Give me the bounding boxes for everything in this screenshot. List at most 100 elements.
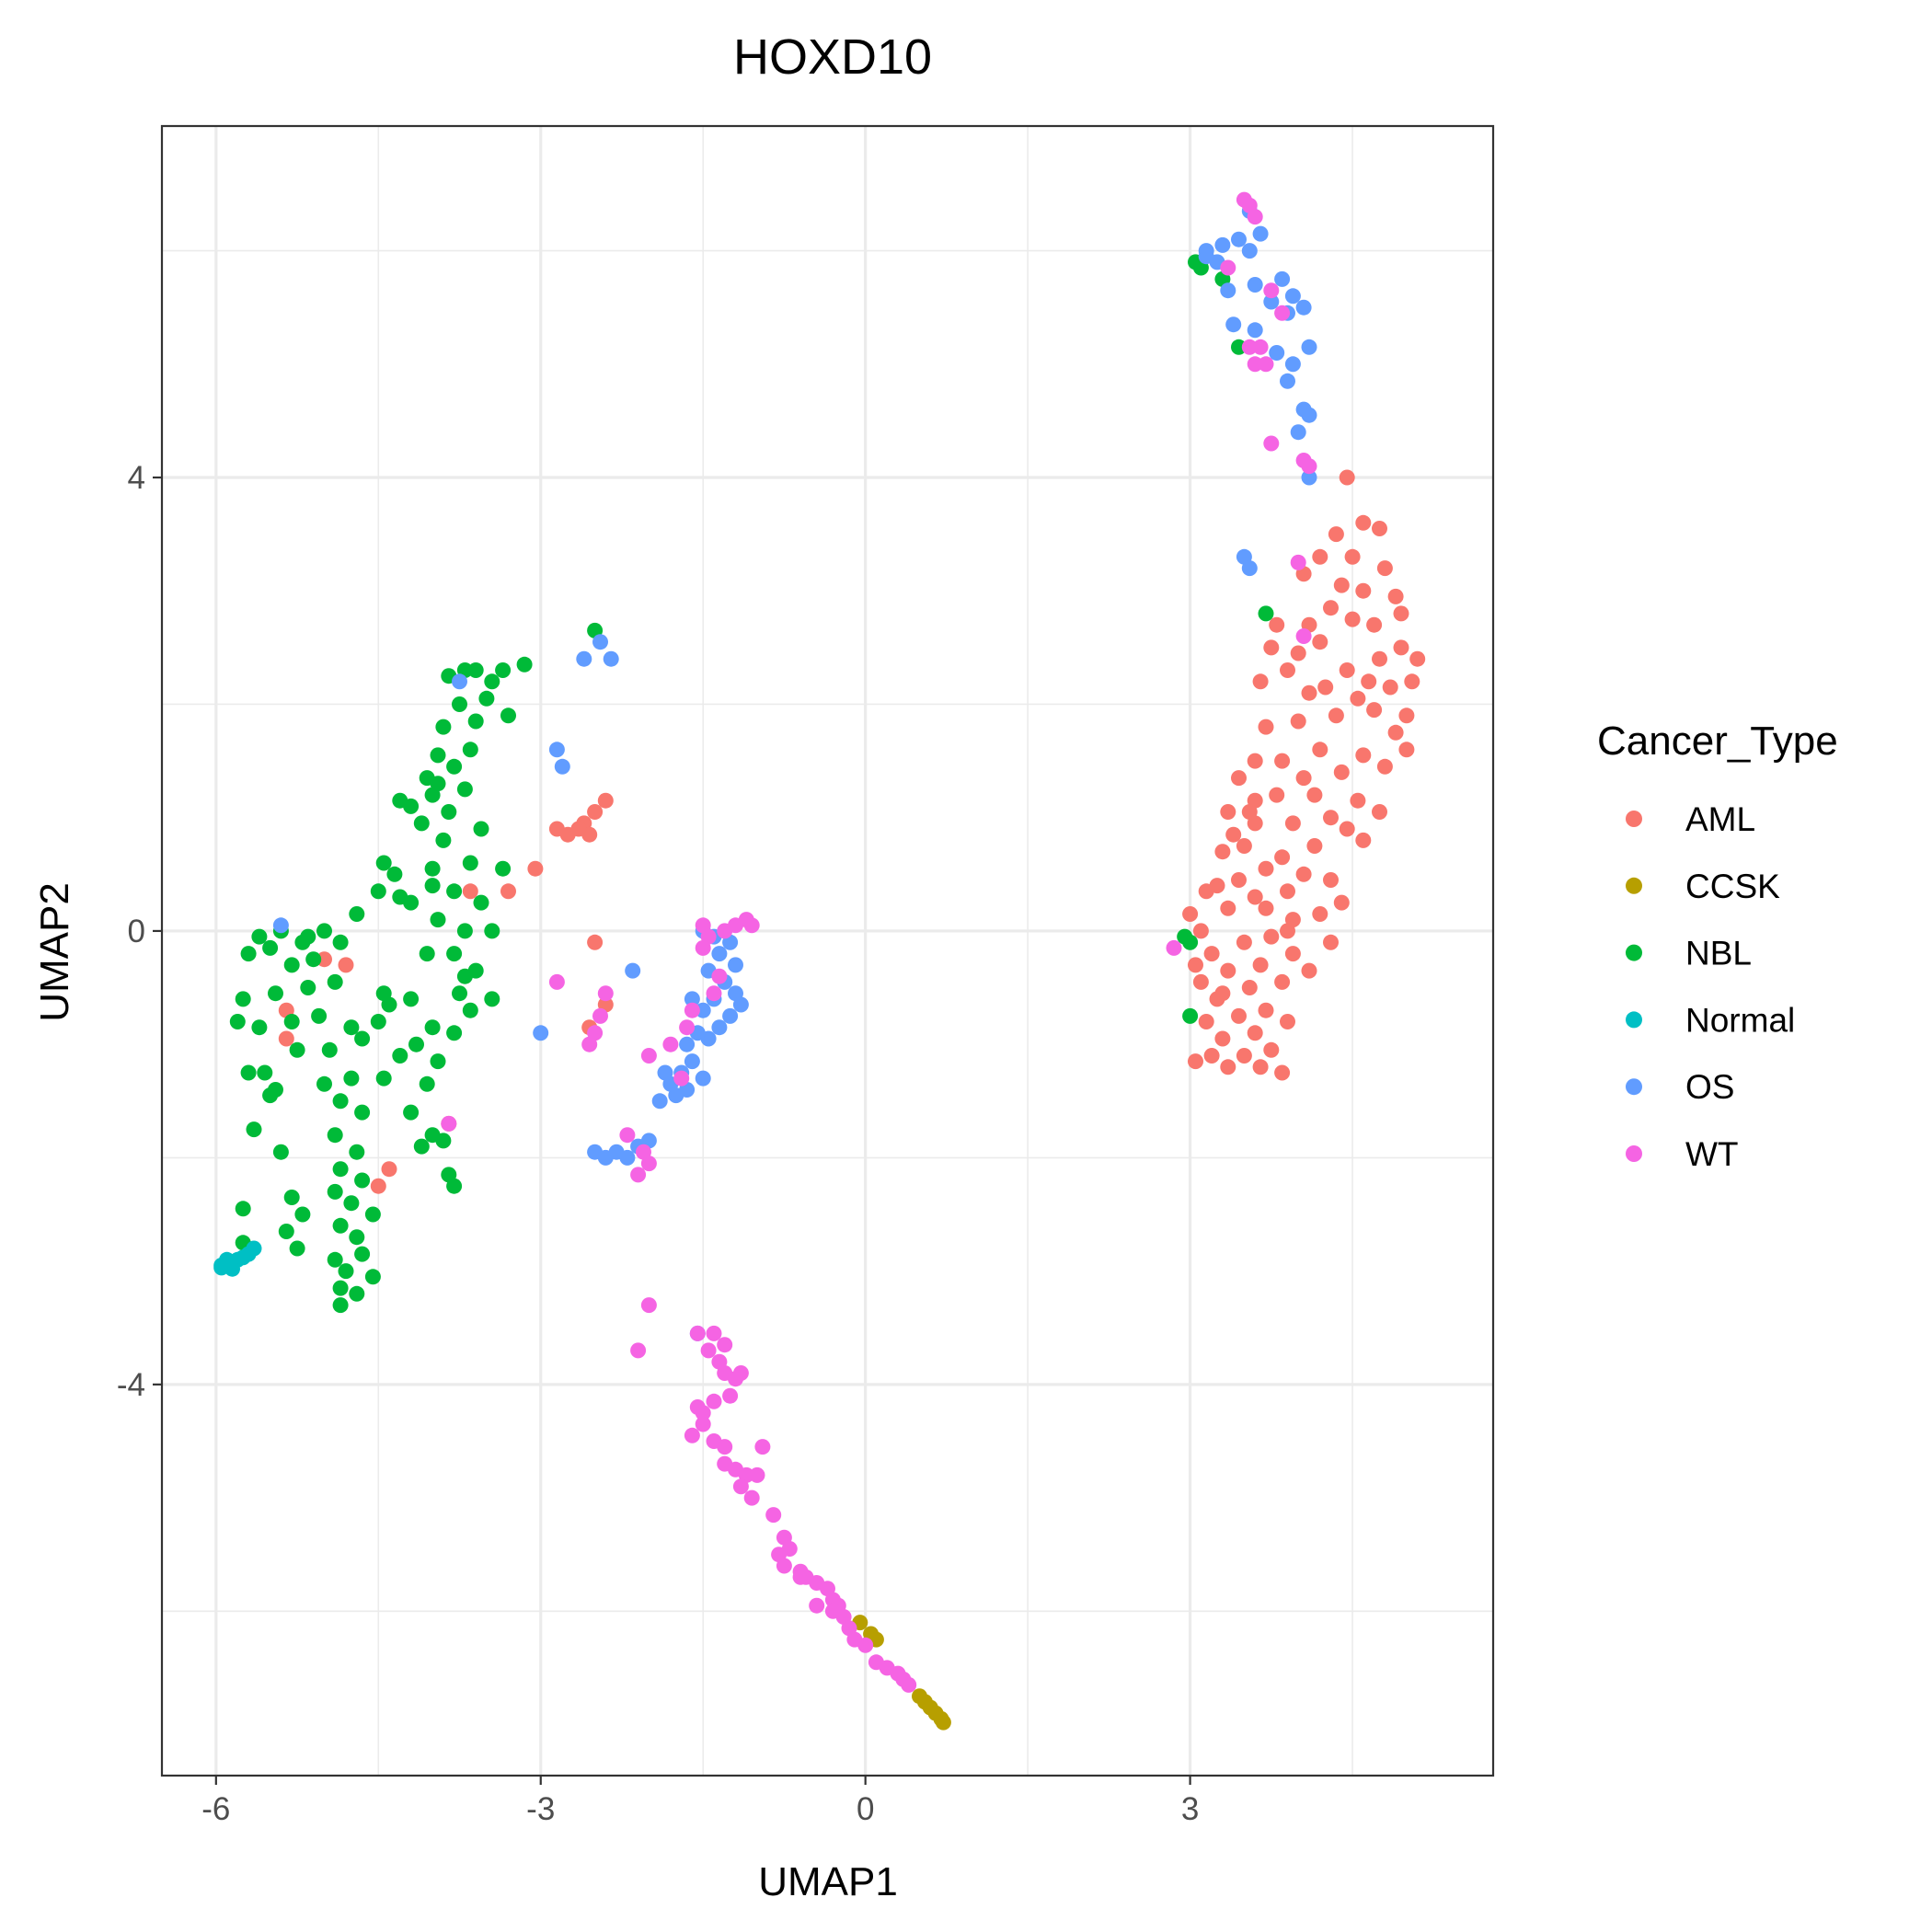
data-point (1177, 928, 1193, 945)
data-point (500, 707, 516, 724)
series-wt (441, 191, 1317, 1693)
data-point (349, 906, 365, 922)
data-point (1355, 514, 1372, 531)
data-point (473, 821, 489, 837)
data-point (732, 996, 749, 1013)
legend-label-aml: AML (1685, 800, 1755, 838)
data-point (1241, 980, 1258, 995)
data-point (640, 1156, 657, 1172)
data-point (1290, 554, 1306, 570)
data-point (1247, 322, 1263, 339)
data-point (597, 792, 614, 809)
data-point (1182, 906, 1199, 922)
legend-key-aml (1626, 811, 1642, 827)
data-point (554, 758, 570, 775)
data-point (1290, 713, 1306, 730)
data-point (354, 1104, 371, 1121)
data-point (776, 1558, 792, 1574)
data-point (311, 1007, 328, 1024)
data-point (1241, 243, 1258, 259)
data-point (495, 860, 512, 877)
data-point (262, 939, 279, 956)
data-point (278, 1224, 294, 1239)
x-axis: -6 -3 0 3 (201, 1776, 1199, 1827)
data-point (1344, 548, 1361, 565)
data-point (689, 1325, 706, 1341)
data-point (587, 804, 604, 820)
data-point (343, 1070, 360, 1087)
data-point (294, 1206, 311, 1223)
data-point (1355, 747, 1372, 764)
data-point (283, 1190, 300, 1205)
data-point (1166, 939, 1182, 956)
data-point (424, 860, 441, 877)
data-point (430, 1053, 446, 1070)
data-point (1280, 883, 1295, 900)
data-point (332, 1161, 349, 1178)
data-point (1258, 900, 1274, 916)
data-point (1344, 611, 1361, 627)
data-point (1236, 838, 1252, 854)
data-point (1214, 985, 1231, 1002)
data-point (1274, 1064, 1291, 1081)
data-point (1220, 259, 1236, 276)
data-point (1333, 894, 1350, 911)
data-point (792, 1569, 809, 1585)
data-point (1274, 849, 1291, 866)
data-point (495, 662, 512, 678)
data-point (272, 1144, 289, 1160)
data-point (662, 1036, 679, 1052)
data-point (240, 1064, 257, 1081)
data-point (743, 917, 760, 934)
data-point (1258, 356, 1274, 373)
data-point (684, 1427, 700, 1443)
data-point (1198, 1014, 1214, 1029)
data-point (630, 1342, 647, 1359)
data-point (1231, 1007, 1247, 1024)
legend-label-nbl: NBL (1685, 935, 1752, 972)
data-point (478, 690, 495, 707)
data-point (722, 1387, 739, 1404)
data-point (1241, 804, 1258, 820)
data-point (1387, 724, 1404, 741)
data-point (592, 1007, 608, 1024)
data-point (603, 650, 619, 667)
data-point (1372, 804, 1387, 820)
data-point (570, 821, 587, 837)
data-point (484, 923, 500, 939)
data-point (316, 951, 332, 968)
data-point (403, 1104, 420, 1121)
data-point (1350, 792, 1366, 809)
data-point (527, 860, 544, 877)
data-point (1247, 753, 1263, 769)
data-point (781, 1541, 798, 1557)
data-point (462, 742, 478, 758)
data-point (706, 1393, 722, 1409)
data-point (1188, 1053, 1203, 1070)
data-point (857, 1637, 874, 1653)
data-point (370, 883, 386, 900)
legend-key-normal (1626, 1011, 1642, 1029)
data-point (456, 781, 473, 798)
data-point (300, 928, 316, 945)
data-point (1274, 305, 1291, 321)
data-point (587, 1144, 604, 1160)
data-point (1323, 810, 1339, 826)
data-point (1312, 742, 1328, 758)
data-point (283, 1014, 300, 1029)
data-point (375, 855, 392, 871)
data-point (732, 1478, 749, 1495)
legend-key-ccsk (1626, 877, 1642, 894)
data-point (1295, 866, 1312, 882)
series-nbl (229, 254, 1274, 1314)
data-point (327, 1251, 343, 1268)
data-point (251, 928, 268, 945)
data-point (576, 650, 592, 667)
x-tick-label: -3 (526, 1791, 555, 1827)
data-point (1247, 889, 1263, 905)
data-point (1274, 753, 1291, 769)
data-point (413, 815, 430, 832)
data-point (743, 1489, 760, 1506)
data-point (651, 1093, 668, 1110)
data-point (257, 1064, 273, 1081)
